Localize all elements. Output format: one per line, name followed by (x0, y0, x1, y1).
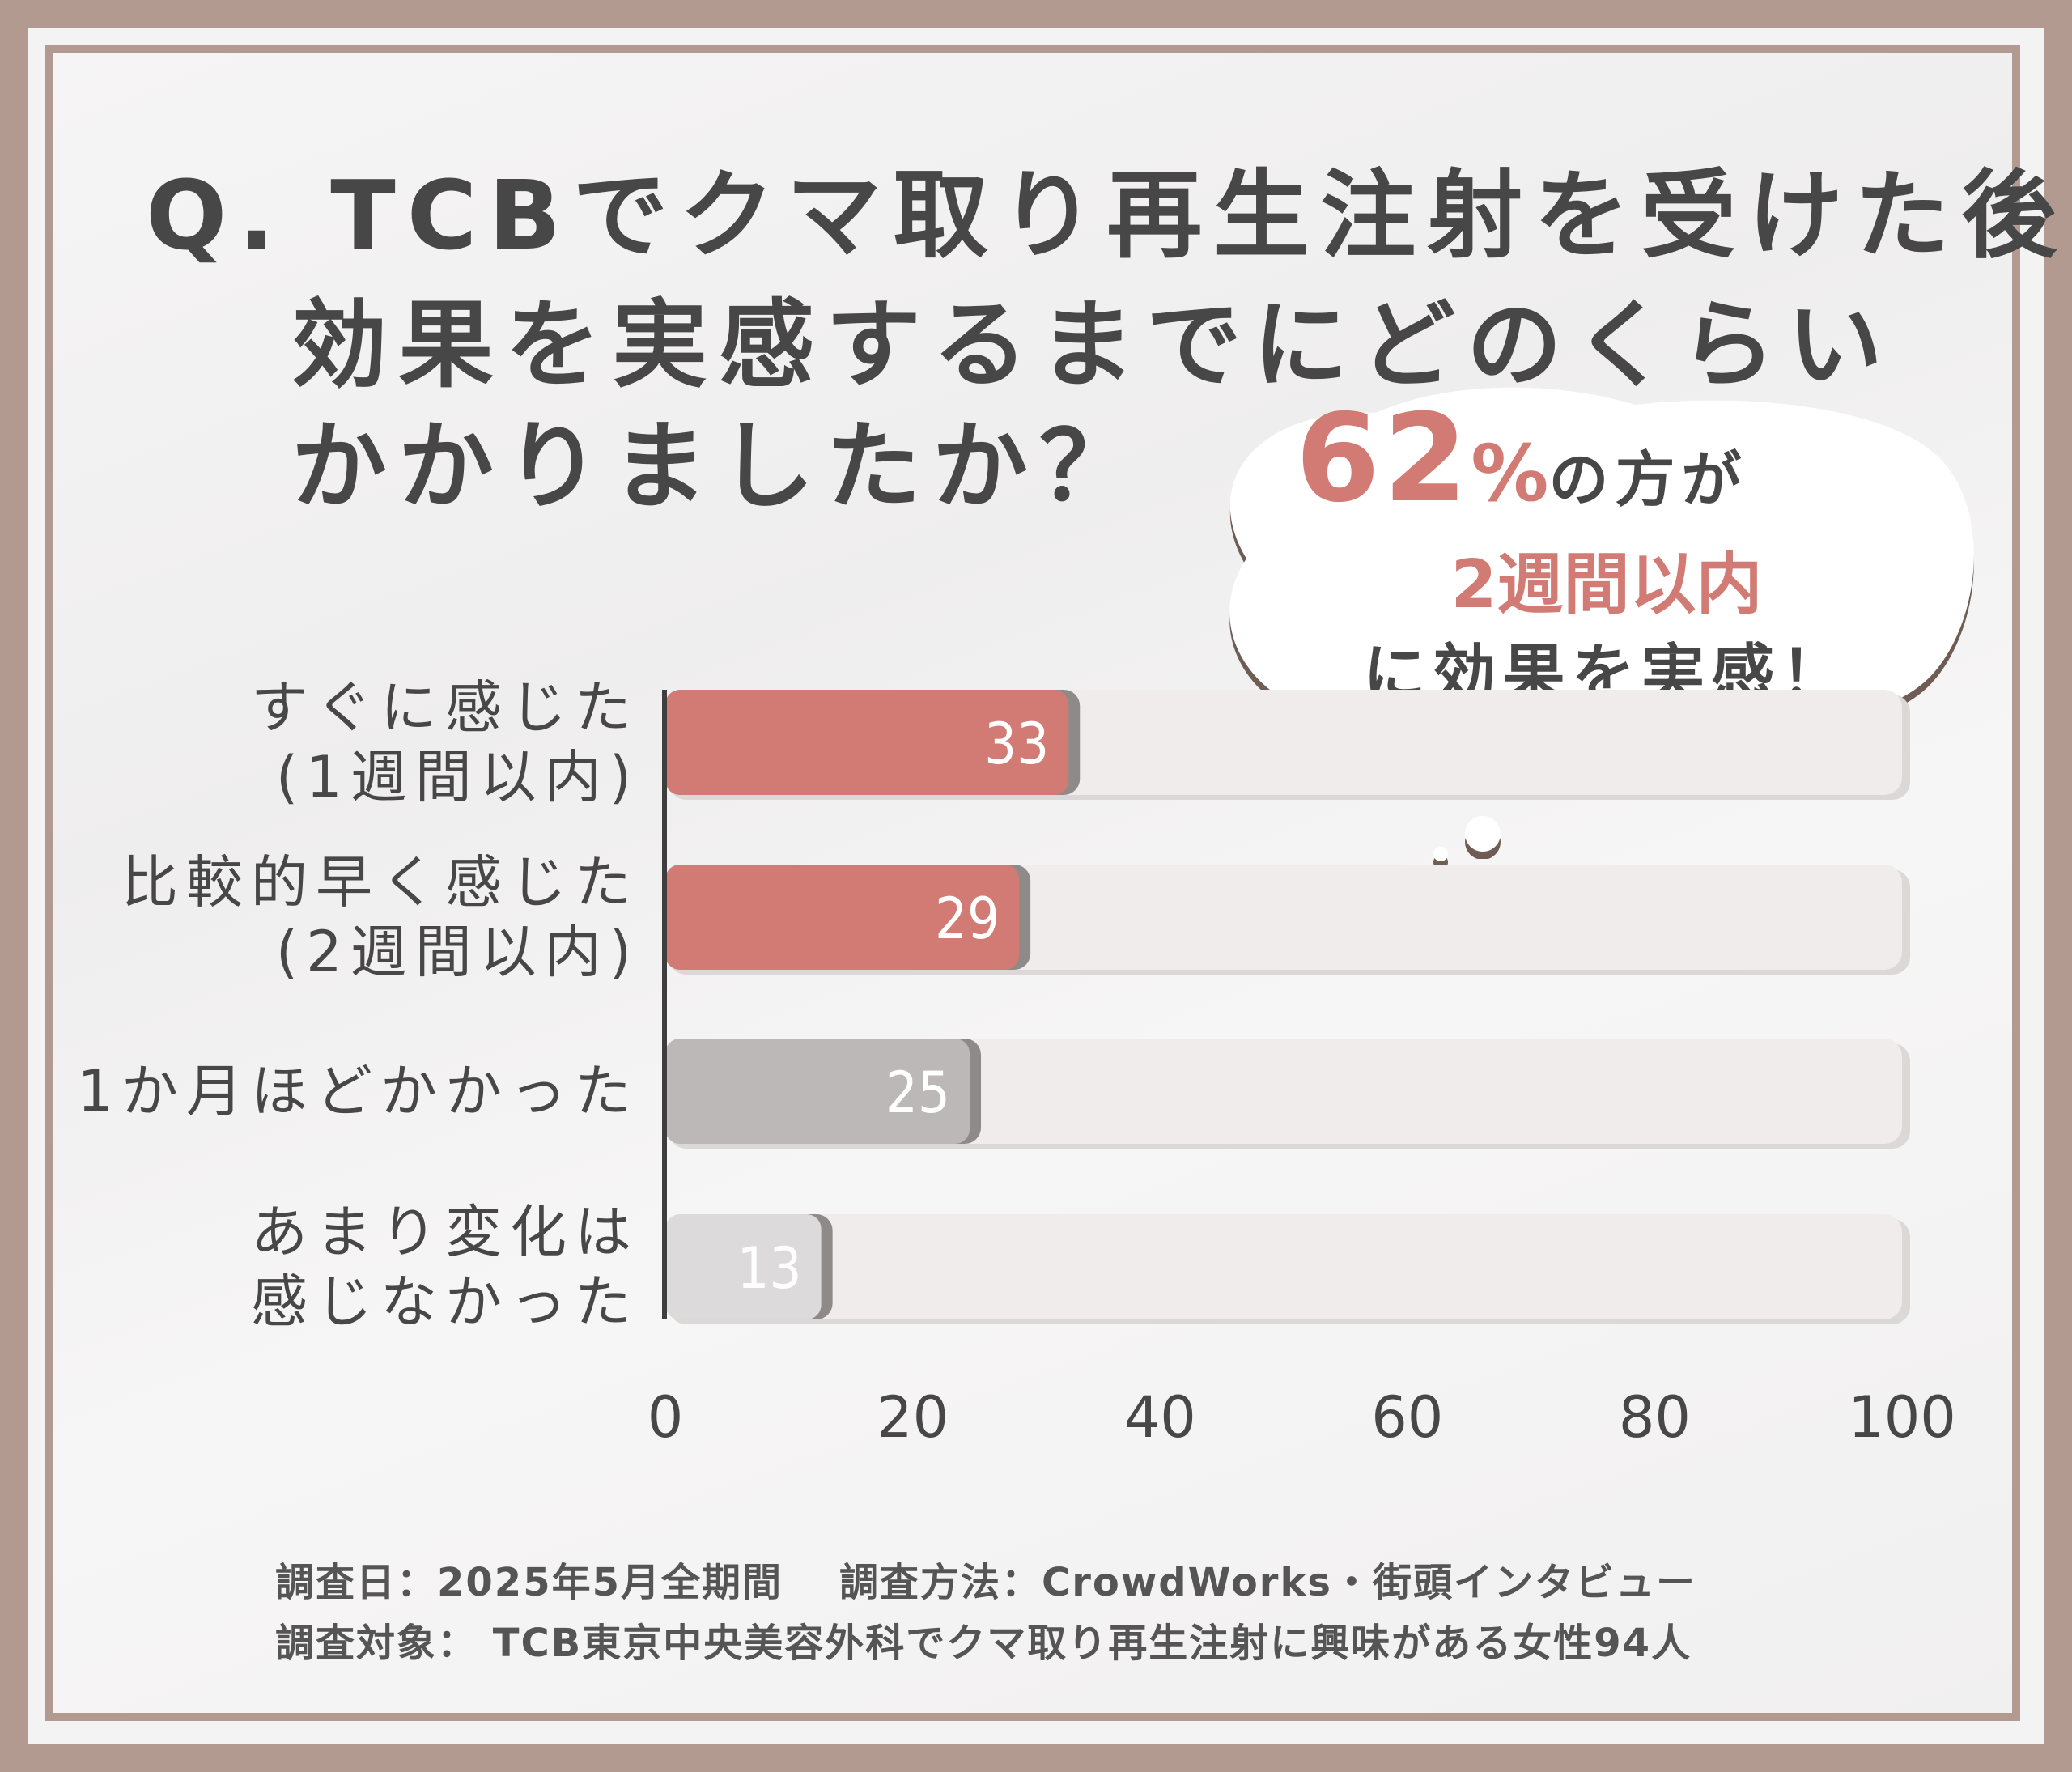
category-label-line: 比較的早く感じた (121, 849, 639, 916)
survey-target: 調査対象： TCB東京中央美容外科でクマ取り再生注射に興味がある女性94人 (275, 1621, 1692, 1666)
callout-line-2: 2週間以内 (1450, 546, 1763, 623)
category-label-line: あまり変化は (251, 1199, 639, 1265)
x-tick-label: 0 (648, 1384, 684, 1451)
survey-source-line-1: 調査日：2025年5月全期間 調査方法：CrowdWorks・街頭インタビュー (275, 1550, 1696, 1607)
bar (665, 1039, 970, 1144)
bar (665, 1214, 822, 1319)
category-label-line: 感じなかった (251, 1268, 639, 1335)
callout-percent: % (1471, 428, 1549, 519)
bar-track (665, 1214, 1902, 1319)
x-tick-label: 60 (1371, 1384, 1443, 1451)
x-tick-label: 100 (1848, 1384, 1956, 1451)
x-tick-label: 40 (1124, 1384, 1196, 1451)
callout-line-1-tail: の方が (1548, 445, 1748, 515)
category-label: 比較的早く感じた (2週間以内) (121, 848, 639, 987)
bar-value-label: 25 (885, 1060, 950, 1126)
question-title-line-2: 効果を実感するまでにどのくらい (291, 289, 1895, 401)
category-label-line: 1か月ほどかかった (77, 1058, 639, 1124)
bubble-dot-small (1433, 847, 1448, 861)
x-tick-label: 80 (1619, 1384, 1691, 1451)
callout-line-1: 62%の方が (1230, 389, 1813, 529)
question-title-line-1: Q. TCBでクマ取り再生注射を受けた後 (146, 159, 2069, 271)
question-title-line-3: かかりましたか？ (291, 410, 1147, 522)
category-label-line: すぐに感じた (251, 674, 639, 741)
bar-value-label: 13 (737, 1235, 802, 1302)
callout-big-number: 62 (1295, 389, 1471, 529)
category-label: すぐに感じた (1週間以内) (251, 673, 639, 812)
category-label: 1か月ほどかかった (77, 1056, 639, 1126)
survey-method: 調査方法：CrowdWorks・街頭インタビュー (839, 1560, 1696, 1605)
survey-date: 調査日：2025年5月全期間 (275, 1560, 783, 1605)
y-axis-line (662, 690, 667, 1319)
category-label: あまり変化は 感じなかった (251, 1197, 639, 1336)
bar-value-label: 29 (935, 886, 1000, 952)
x-tick-label: 20 (877, 1384, 949, 1451)
category-label-line: (1週間以内) (275, 744, 639, 810)
category-label-line: (2週間以内) (275, 919, 639, 985)
bubble-dot-large (1465, 816, 1501, 852)
bar-value-label: 33 (984, 711, 1049, 777)
bar (665, 865, 1020, 970)
bar (665, 690, 1069, 795)
